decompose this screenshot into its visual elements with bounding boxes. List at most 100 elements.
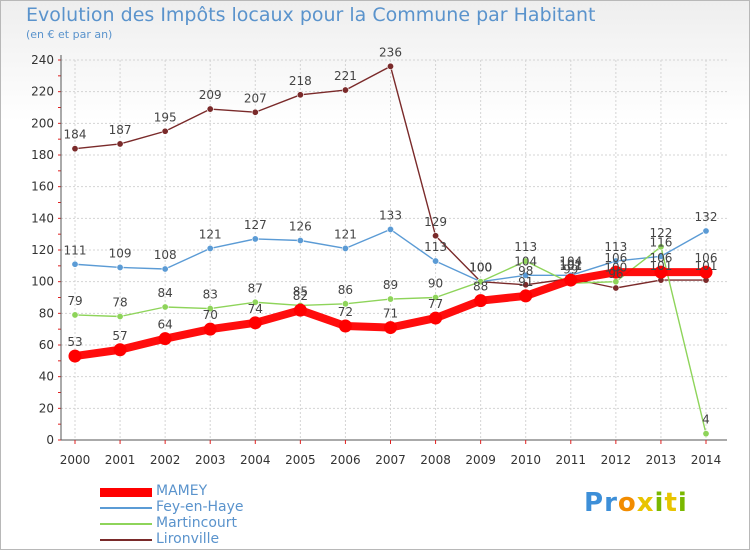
data-label-martincourt: 86 — [338, 283, 353, 297]
data-label-fey-en-haye: 113 — [424, 240, 447, 254]
data-point-lironville — [341, 86, 349, 94]
y-tick-label: 160 — [31, 180, 54, 194]
data-label-martincourt: 79 — [67, 294, 82, 308]
y-tick-label: 220 — [31, 85, 54, 99]
data-point-lironville — [251, 108, 259, 116]
logo-letter: r — [604, 488, 618, 518]
data-point-mamey — [68, 349, 82, 363]
y-tick-label: 120 — [31, 243, 54, 257]
data-label-martincourt: 100 — [604, 261, 627, 275]
data-point-martincourt — [432, 293, 440, 301]
chart-subtitle: (en € et par an) — [26, 28, 113, 41]
legend-label-lironville: Lironville — [156, 531, 220, 547]
data-point-lironville — [522, 281, 530, 289]
data-point-fey-en-haye — [612, 257, 620, 265]
data-label-martincourt: 87 — [248, 281, 263, 295]
data-label-lironville: 221 — [334, 69, 357, 83]
logo-letter: o — [617, 488, 637, 518]
proxiti-logo: Proxiti — [584, 488, 688, 518]
chart-title: Evolution des Impôts locaux pour la Comm… — [26, 4, 596, 26]
legend-item-lironville: Lironville — [100, 531, 360, 548]
data-label-lironville: 187 — [109, 123, 132, 137]
data-point-fey-en-haye — [161, 265, 169, 273]
legend-label-martincourt: Martincourt — [156, 515, 238, 531]
data-label-lironville: 195 — [154, 110, 177, 124]
data-label-lironville: 101 — [695, 259, 718, 273]
y-tick-label: 200 — [31, 116, 54, 130]
legend-label-fey-en-haye: Fey-en-Haye — [156, 499, 244, 515]
data-label-martincourt: 84 — [158, 286, 173, 300]
data-point-mamey — [564, 273, 578, 287]
data-label-martincourt: 99 — [563, 262, 578, 276]
data-label-lironville: 207 — [244, 91, 267, 105]
data-point-fey-en-haye — [116, 263, 124, 271]
data-label-mamey: 106 — [695, 251, 718, 265]
logo-letter: i — [654, 488, 665, 518]
x-tick-label: 2012 — [601, 453, 632, 467]
data-point-fey-en-haye — [386, 225, 394, 233]
data-point-martincourt — [522, 257, 530, 265]
y-tick-label: 180 — [31, 148, 54, 162]
y-tick-label: 100 — [31, 275, 54, 289]
data-point-mamey — [203, 322, 217, 336]
data-label-martincourt: 4 — [702, 413, 710, 427]
legend-swatch-martincourt — [100, 523, 152, 525]
data-point-mamey — [609, 265, 623, 279]
data-label-mamey: 57 — [112, 329, 127, 343]
data-label-mamey: 106 — [649, 251, 672, 265]
data-label-mamey: 72 — [338, 305, 353, 319]
data-point-lironville — [116, 140, 124, 148]
data-label-mamey: 106 — [604, 251, 627, 265]
data-label-lironville: 98 — [518, 264, 533, 278]
data-label-fey-en-haye: 113 — [604, 240, 627, 254]
data-label-martincourt: 122 — [649, 226, 672, 240]
data-label-fey-en-haye: 121 — [199, 227, 222, 241]
data-label-lironville: 129 — [424, 215, 447, 229]
data-point-mamey — [158, 332, 172, 346]
data-point-fey-en-haye — [522, 271, 530, 279]
logo-letter: P — [584, 488, 605, 518]
x-tick-label: 2002 — [150, 453, 181, 467]
y-tick-label: 40 — [39, 370, 54, 384]
legend-item-fey-en-haye: Fey-en-Haye — [100, 499, 360, 516]
data-point-fey-en-haye — [341, 244, 349, 252]
data-label-fey-en-haye: 109 — [109, 246, 132, 260]
data-label-mamey: 74 — [248, 302, 263, 316]
data-label-mamey: 82 — [293, 289, 308, 303]
legend-swatch-lironville — [100, 539, 152, 541]
data-label-fey-en-haye: 116 — [649, 235, 672, 249]
data-point-fey-en-haye — [71, 260, 79, 268]
legend: MAMEY Fey-en-Haye Martincourt Lironville — [100, 483, 360, 548]
data-label-fey-en-haye: 104 — [514, 254, 537, 268]
data-label-fey-en-haye: 111 — [64, 243, 87, 257]
x-tick-label: 2007 — [375, 453, 406, 467]
data-point-martincourt — [206, 305, 214, 313]
legend-label-mamey: MAMEY — [156, 483, 208, 499]
logo-letter: i — [677, 488, 688, 518]
x-tick-label: 2008 — [420, 453, 451, 467]
data-point-lironville — [206, 105, 214, 113]
x-tick-label: 2003 — [195, 453, 226, 467]
data-label-lironville: 101 — [649, 259, 672, 273]
y-tick-label: 0 — [46, 433, 54, 447]
data-point-mamey — [654, 265, 668, 279]
data-point-mamey — [113, 343, 127, 357]
data-label-mamey: 64 — [158, 318, 173, 332]
data-point-lironville — [71, 145, 79, 153]
data-point-lironville — [612, 284, 620, 292]
data-point-fey-en-haye — [251, 235, 259, 243]
data-label-lironville: 184 — [64, 128, 87, 142]
data-point-mamey — [429, 311, 443, 325]
data-label-fey-en-haye: 126 — [289, 220, 312, 234]
x-tick-label: 2011 — [556, 453, 587, 467]
data-point-mamey — [384, 321, 397, 335]
data-point-martincourt — [116, 312, 124, 320]
data-label-lironville: 236 — [379, 45, 402, 59]
data-point-fey-en-haye — [432, 257, 440, 265]
data-label-martincourt: 113 — [514, 240, 537, 254]
data-point-fey-en-haye — [296, 237, 304, 245]
data-point-lironville — [296, 91, 304, 99]
legend-item-martincourt: Martincourt — [100, 515, 360, 532]
y-tick-label: 240 — [31, 53, 54, 67]
data-label-martincourt: 83 — [203, 288, 218, 302]
